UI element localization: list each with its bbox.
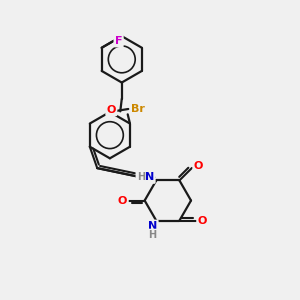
Text: N: N xyxy=(145,172,154,182)
Text: O: O xyxy=(198,216,207,226)
Text: H: H xyxy=(137,172,145,182)
Text: F: F xyxy=(115,36,122,46)
Text: O: O xyxy=(118,196,127,206)
Text: O: O xyxy=(107,105,116,115)
Text: H: H xyxy=(148,230,157,240)
Text: Br: Br xyxy=(131,104,145,114)
Text: O: O xyxy=(194,160,203,171)
Text: N: N xyxy=(148,221,157,231)
